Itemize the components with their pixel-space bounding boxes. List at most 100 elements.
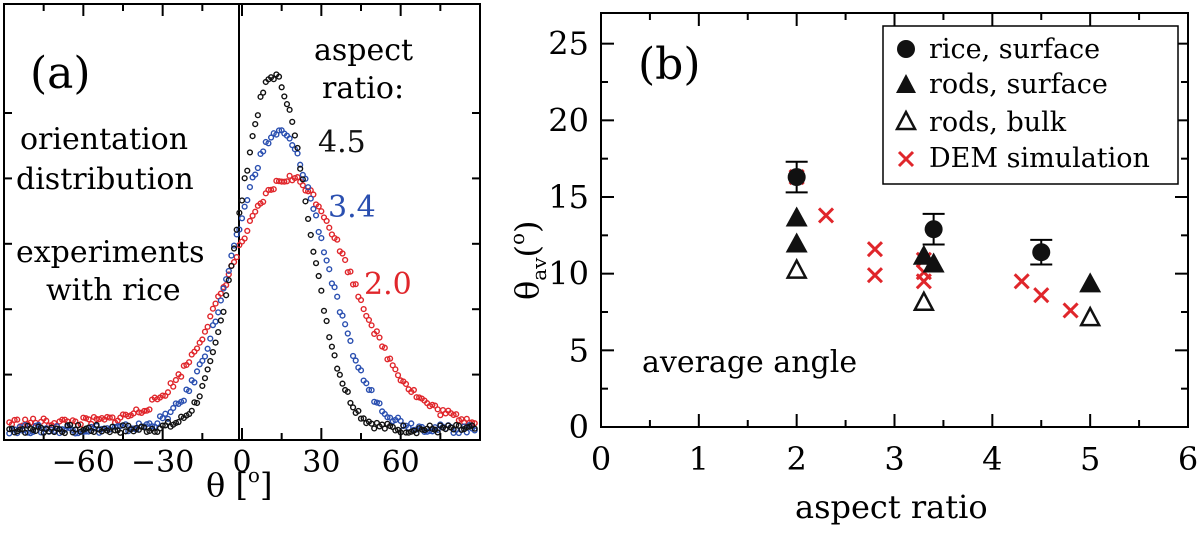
panel-a-point xyxy=(186,359,193,366)
panel-a-point xyxy=(458,426,465,433)
panel-a-point xyxy=(273,131,280,138)
panel-a-point xyxy=(294,174,301,181)
panel-a-point xyxy=(172,400,179,407)
panel-a-point xyxy=(246,183,254,191)
panel-a-point xyxy=(172,376,179,384)
panel-a-point xyxy=(220,308,227,315)
y-label-theta: θ xyxy=(508,281,546,300)
panel-a-point xyxy=(305,215,312,223)
panel-a-point xyxy=(111,427,119,434)
panel-a-point xyxy=(186,387,193,395)
panel-a-point xyxy=(53,425,60,432)
panel-b-y-tick-label: 10 xyxy=(548,255,589,293)
panel-a-point xyxy=(326,266,333,273)
dem-simulation-point xyxy=(1013,273,1030,290)
rods-bulk-point xyxy=(912,290,935,312)
panel-a-point xyxy=(162,410,169,417)
panel-a-point xyxy=(151,428,158,435)
panel-b-y-tick-label: 5 xyxy=(569,331,589,369)
panel-a-point xyxy=(254,164,261,172)
panel-a-point xyxy=(302,198,309,205)
x-label-theta: θ [ xyxy=(206,466,248,504)
panel-a-point xyxy=(373,399,380,406)
panel-a-data-points xyxy=(6,71,478,437)
panel-a-point xyxy=(384,414,391,421)
panel-a-point xyxy=(141,407,148,415)
rods-bulk-point xyxy=(1079,305,1102,327)
panel-a-point xyxy=(286,106,293,113)
panel-a-point xyxy=(275,127,283,134)
panel-a-point xyxy=(80,414,87,421)
panel-a-point xyxy=(365,316,373,324)
panel-a-point xyxy=(254,112,261,119)
dem-simulation-point xyxy=(866,241,883,258)
legend-label-rods-bulk: rods, bulk xyxy=(929,107,1067,138)
panel-b-x-tick-label: 2 xyxy=(786,440,806,478)
panel-a-ticks xyxy=(3,4,481,440)
panel-a-point xyxy=(204,345,211,352)
panel-a-point xyxy=(294,144,301,152)
panel-a-point xyxy=(135,409,142,416)
legend-marker-dem-simulation xyxy=(897,150,915,168)
dem-simulation-point xyxy=(1033,287,1050,304)
panel-a-point xyxy=(410,386,417,394)
panel-a-point xyxy=(270,76,277,83)
panel-a-point xyxy=(225,271,232,278)
panel-a-point xyxy=(257,93,264,100)
panel-a-point xyxy=(413,394,420,401)
panel-a-point xyxy=(260,89,267,96)
panel-a-x-tick-label: 0 xyxy=(232,445,251,480)
panel-a-label: (a) xyxy=(30,48,91,99)
panel-a-point xyxy=(93,421,100,428)
panel-b-average-angle: 0 1 2 3 4 5 6 0 5 10 15 20 25 (b) average angle asp… xyxy=(505,12,1198,526)
panel-a-point xyxy=(191,399,198,406)
panel-a-point xyxy=(334,236,341,243)
panel-b-series-rods-bulk xyxy=(785,257,1102,327)
panel-a-point xyxy=(164,389,172,396)
legend-frame xyxy=(882,25,1179,185)
panel-a-x-tick-label: 30 xyxy=(302,445,340,480)
panel-a-point xyxy=(241,203,248,210)
panel-a-point xyxy=(154,420,161,427)
panel-a-point xyxy=(307,195,314,202)
panel-a-point xyxy=(193,345,201,352)
panel-a-point xyxy=(310,248,317,255)
panel-a-point xyxy=(342,321,349,328)
panel-a-point xyxy=(117,429,124,436)
panel-a-point xyxy=(349,281,357,288)
panel-a-point xyxy=(199,336,206,343)
legend-title-ratio: ratio: xyxy=(322,71,404,106)
legend-label-rods-surface: rods, surface xyxy=(929,69,1108,100)
panel-a-point xyxy=(146,406,153,413)
panel-a-point xyxy=(463,424,470,431)
panel-a-point xyxy=(252,121,259,128)
panel-a-point xyxy=(455,422,462,429)
panel-a-point xyxy=(471,425,478,432)
panel-b-x-tick-label: 1 xyxy=(689,440,709,478)
panel-b-x-tick-label: 4 xyxy=(982,440,1002,478)
annotation-with-rice: with rice xyxy=(46,273,181,308)
panel-a-point xyxy=(413,430,420,437)
rice-surface-point xyxy=(787,168,806,187)
panel-a-point xyxy=(215,328,222,336)
panel-a-point xyxy=(453,411,460,418)
dem-simulation-point xyxy=(866,267,883,284)
panel-a-point xyxy=(252,208,259,215)
panel-a-point xyxy=(236,226,243,233)
panel-a-point xyxy=(260,148,267,155)
panel-a-point xyxy=(334,293,341,300)
panel-a-point xyxy=(106,414,113,421)
panel-a-point xyxy=(199,382,206,390)
panel-b-legend: rice, surface rods, surface rods, bulk D… xyxy=(882,25,1179,185)
panel-a-point xyxy=(281,178,288,185)
panel-a-point xyxy=(347,399,354,407)
panel-a-point xyxy=(43,417,50,424)
panel-a-point xyxy=(357,415,365,422)
panel-a-point xyxy=(233,226,240,233)
panel-a-point xyxy=(392,427,399,434)
x-label-degree: o xyxy=(248,463,260,487)
panel-a-point xyxy=(72,426,79,433)
panel-b-y-tick-label: 15 xyxy=(548,178,589,216)
panel-a-point xyxy=(230,242,238,249)
